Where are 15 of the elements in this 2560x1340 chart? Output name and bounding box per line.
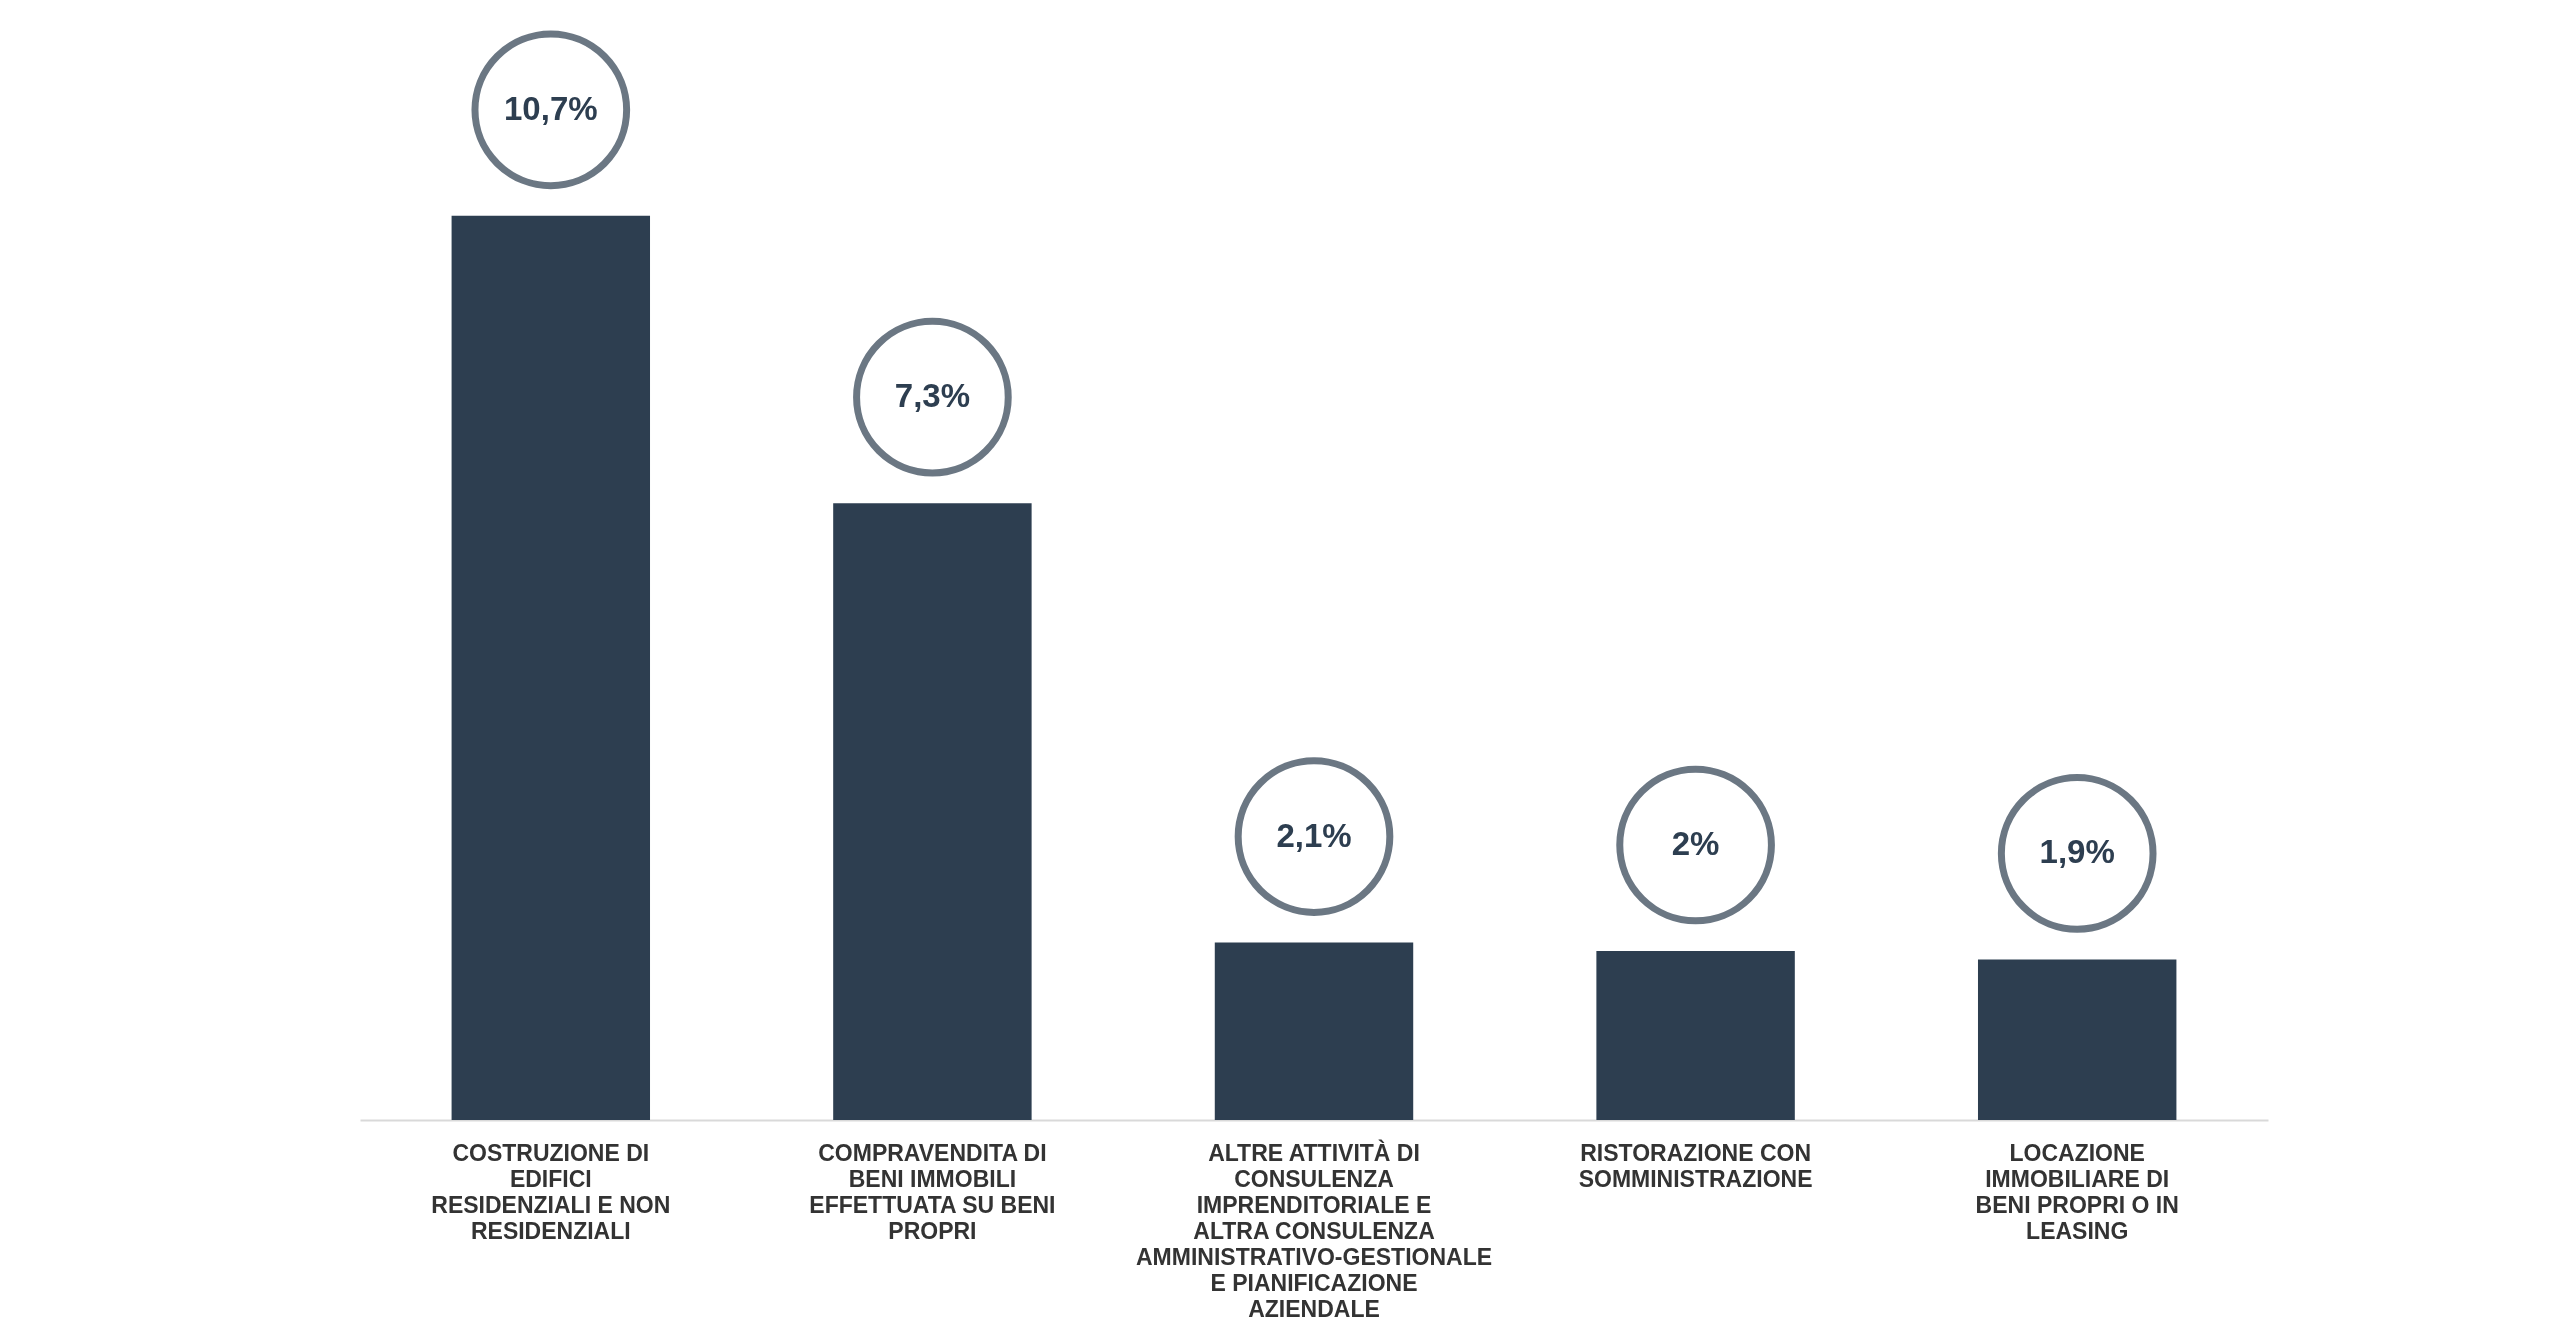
bar xyxy=(1596,951,1795,1120)
x-tick-label: RISTORAZIONE CON SOMMINISTRAZIONE xyxy=(1578,1139,1813,1192)
data-label: 7,3% xyxy=(894,377,971,415)
x-tick-label: COSTRUZIONE DI EDIFICI RESIDENZIALI E NON RESIDENZIALI xyxy=(431,1139,671,1244)
x-tick-label: ALTRE ATTIVITÀ DI CONSULENZA IMPRENDITORIALE E ALTRA CONSULENZA AMMINISTRATIVO-GESTIONALE E PIANIFICAZIONE AZIENDALE xyxy=(1135,1138,1493,1322)
x-tick-label: COMPRAVENDITA DI BENI IMMOBILI EFFETTUATA SU BENI PROPRI xyxy=(809,1139,1056,1244)
data-label: 2% xyxy=(1671,825,1720,862)
data-label: 10,7% xyxy=(504,89,598,127)
bar xyxy=(833,503,1032,1120)
data-label: 1,9% xyxy=(2039,833,2115,871)
bar xyxy=(1977,959,2177,1120)
data-label: 2,1% xyxy=(1276,816,1352,854)
bar xyxy=(451,215,651,1120)
x-tick-label: LOCAZIONE IMMOBILIARE DI BENI PROPRI O IN LEASING xyxy=(1975,1139,2179,1244)
bar xyxy=(1214,942,1414,1120)
